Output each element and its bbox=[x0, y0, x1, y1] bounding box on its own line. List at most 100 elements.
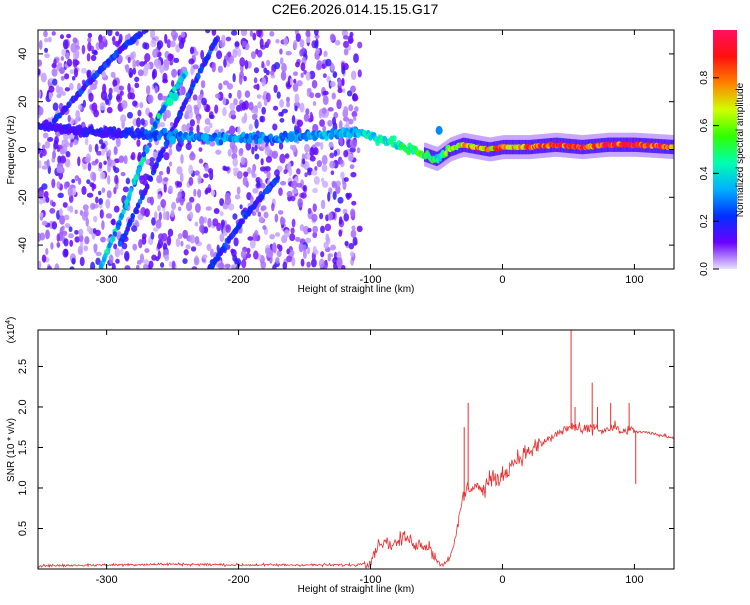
noise-speck bbox=[252, 32, 257, 41]
streak-mark bbox=[133, 174, 138, 181]
noise-speck bbox=[271, 150, 279, 160]
noise-speck bbox=[311, 213, 318, 222]
noise-speck bbox=[171, 80, 175, 87]
snr-panel: -300 -200 -100 0 100 0.5 1.0 1.5 2.0 2.5 Height … bbox=[5, 317, 675, 595]
hotspot-mark bbox=[287, 133, 295, 143]
noise-speck bbox=[51, 68, 58, 77]
noise-speck bbox=[232, 49, 238, 58]
noise-speck bbox=[222, 106, 227, 117]
noise-speck bbox=[73, 67, 79, 78]
noise-speck bbox=[229, 109, 236, 116]
noise-speck bbox=[120, 90, 124, 96]
noise-speck bbox=[337, 196, 344, 204]
noise-speck bbox=[59, 155, 67, 164]
noise-speck bbox=[182, 229, 188, 239]
streak-mark bbox=[144, 183, 150, 190]
colorbar-tick-label: 0.2 bbox=[699, 214, 710, 228]
y-tick-label: 2.5 bbox=[17, 359, 29, 374]
noise-speck bbox=[38, 147, 42, 155]
noise-speck bbox=[330, 244, 336, 251]
noise-speck bbox=[180, 31, 186, 38]
noise-speck bbox=[71, 178, 76, 184]
noise-speck bbox=[338, 229, 343, 237]
noise-speck bbox=[143, 263, 149, 269]
noise-speck bbox=[86, 52, 91, 62]
noise-speck bbox=[276, 91, 281, 99]
noise-speck bbox=[343, 149, 349, 158]
noise-speck bbox=[293, 78, 297, 84]
noise-speck bbox=[216, 222, 222, 232]
noise-speck bbox=[122, 186, 129, 193]
noise-speck bbox=[83, 208, 89, 218]
noise-speck bbox=[115, 138, 121, 148]
noise-speck bbox=[296, 168, 301, 175]
noise-speck bbox=[166, 166, 171, 175]
noise-speck bbox=[52, 102, 59, 111]
noise-speck bbox=[194, 203, 201, 213]
noise-speck bbox=[286, 100, 291, 108]
colorbar-label: Normalized spectral amplitude bbox=[735, 82, 746, 217]
streak-mark bbox=[135, 168, 141, 175]
noise-speck bbox=[340, 171, 345, 180]
noise-speck bbox=[152, 68, 158, 79]
noise-speck bbox=[253, 84, 260, 90]
noise-speck bbox=[348, 118, 354, 125]
streak-mark bbox=[196, 73, 201, 80]
noise-speck bbox=[277, 210, 284, 215]
noise-speck bbox=[88, 92, 94, 103]
noise-speck bbox=[278, 187, 283, 196]
noise-speck bbox=[224, 263, 231, 269]
noise-speck bbox=[137, 213, 144, 221]
noise-speck bbox=[356, 147, 361, 154]
noise-speck bbox=[265, 69, 270, 76]
noise-speck bbox=[343, 40, 349, 49]
noise-speck bbox=[314, 141, 322, 147]
noise-speck bbox=[259, 115, 264, 123]
noise-speck bbox=[234, 194, 241, 200]
streak-mark bbox=[259, 193, 264, 200]
noise-speck bbox=[203, 173, 209, 179]
noise-speck bbox=[257, 211, 262, 217]
noise-speck bbox=[266, 59, 271, 67]
streak-mark bbox=[180, 105, 185, 112]
noise-speck bbox=[135, 59, 140, 67]
noise-speck bbox=[350, 171, 357, 178]
noise-speck bbox=[290, 227, 295, 234]
noise-speck bbox=[41, 254, 47, 263]
trace-mark bbox=[218, 139, 224, 146]
noise-speck bbox=[300, 72, 304, 78]
noise-speck bbox=[312, 187, 318, 194]
noise-speck bbox=[121, 100, 128, 109]
noise-speck bbox=[313, 147, 319, 156]
noise-speck bbox=[329, 160, 336, 169]
noise-speck bbox=[276, 243, 281, 250]
noise-speck bbox=[322, 73, 327, 79]
noise-speck bbox=[74, 209, 78, 214]
noise-speck bbox=[68, 226, 73, 233]
streak-mark bbox=[142, 189, 148, 196]
noise-speck bbox=[124, 265, 131, 269]
noise-speck bbox=[179, 172, 184, 183]
noise-speck bbox=[61, 144, 68, 155]
noise-speck bbox=[157, 233, 164, 240]
chart-title: C2E6.2026.014.15.15.G17 bbox=[272, 1, 439, 17]
noise-speck bbox=[319, 119, 325, 127]
trace-mark bbox=[257, 137, 263, 144]
noise-speck bbox=[127, 82, 131, 93]
streak-mark bbox=[185, 92, 190, 99]
snr-y-multiplier-base: (x10 bbox=[6, 323, 17, 343]
noise-speck bbox=[77, 156, 81, 167]
noise-speck bbox=[69, 239, 74, 247]
noise-speck bbox=[105, 198, 111, 209]
noise-speck bbox=[204, 117, 211, 125]
noise-speck bbox=[352, 236, 358, 246]
noise-speck bbox=[348, 242, 355, 250]
y-tick-label: 1.5 bbox=[17, 440, 29, 455]
noise-speck bbox=[51, 31, 56, 36]
noise-speck bbox=[345, 120, 350, 130]
noise-speck bbox=[84, 137, 89, 146]
noise-speck bbox=[247, 167, 252, 175]
noise-speck bbox=[59, 215, 66, 225]
noise-speck bbox=[170, 40, 176, 48]
noise-speck bbox=[250, 51, 257, 59]
